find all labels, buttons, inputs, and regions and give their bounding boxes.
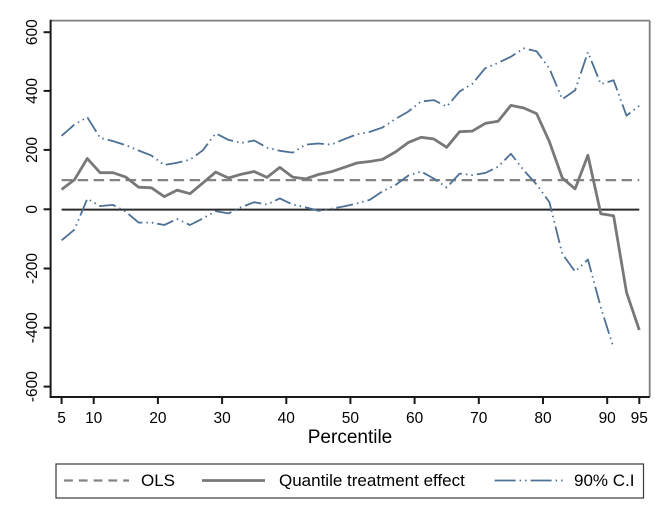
svg-text:-600: -600 bbox=[24, 371, 41, 402]
svg-text:-400: -400 bbox=[24, 312, 41, 343]
svg-text:-200: -200 bbox=[24, 253, 41, 284]
svg-text:90% C.I: 90% C.I bbox=[574, 471, 634, 490]
svg-text:400: 400 bbox=[24, 78, 41, 104]
svg-text:40: 40 bbox=[278, 410, 296, 427]
svg-text:80: 80 bbox=[534, 410, 552, 427]
svg-text:70: 70 bbox=[470, 410, 488, 427]
svg-text:90: 90 bbox=[599, 410, 617, 427]
svg-text:60: 60 bbox=[406, 410, 424, 427]
svg-text:20: 20 bbox=[149, 410, 167, 427]
svg-text:30: 30 bbox=[213, 410, 231, 427]
svg-text:200: 200 bbox=[24, 137, 41, 163]
svg-text:50: 50 bbox=[342, 410, 360, 427]
svg-text:10: 10 bbox=[85, 410, 103, 427]
svg-text:600: 600 bbox=[24, 19, 41, 45]
svg-text:OLS: OLS bbox=[141, 471, 175, 490]
svg-text:95: 95 bbox=[631, 410, 648, 427]
svg-text:5: 5 bbox=[57, 410, 66, 427]
svg-text:0: 0 bbox=[24, 205, 41, 214]
svg-text:Quantile treatment effect: Quantile treatment effect bbox=[279, 471, 465, 490]
svg-text:Percentile: Percentile bbox=[308, 427, 393, 448]
